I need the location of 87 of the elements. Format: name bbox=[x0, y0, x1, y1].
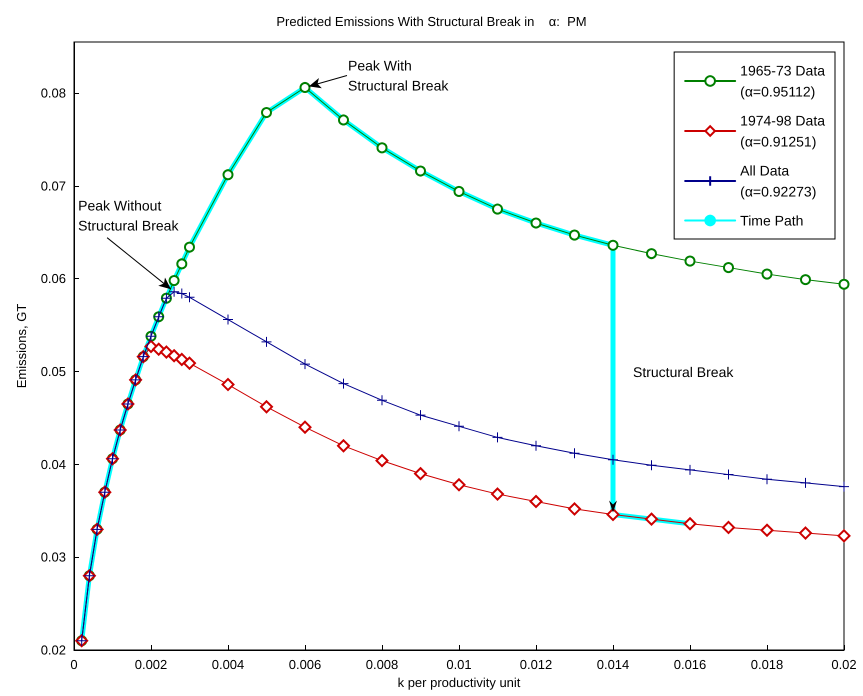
x-tick-label: 0.018 bbox=[750, 657, 784, 672]
point bbox=[176, 258, 188, 270]
point bbox=[454, 186, 464, 197]
point bbox=[762, 268, 772, 280]
point bbox=[376, 454, 388, 468]
chart-title: Predicted Emissions With Structural Break in α: PM bbox=[276, 14, 587, 29]
point bbox=[722, 520, 735, 534]
point bbox=[376, 394, 388, 406]
point bbox=[569, 448, 580, 459]
x-tick-label: 0.02 bbox=[831, 657, 857, 672]
point bbox=[300, 82, 310, 93]
point bbox=[646, 460, 657, 471]
x-tick-label: 0.01 bbox=[446, 657, 472, 672]
legend-label: All Data (α=0.92273) bbox=[740, 162, 816, 200]
point bbox=[492, 432, 503, 443]
y-tick-label: 0.07 bbox=[40, 178, 66, 194]
point bbox=[337, 439, 350, 452]
annotation: Peak With Structural Break bbox=[348, 57, 450, 94]
legend-label: 1974-98 Data (α=0.91251) bbox=[740, 112, 826, 150]
point bbox=[799, 526, 812, 540]
point bbox=[608, 240, 618, 251]
point bbox=[723, 262, 734, 274]
x-tick-label: 0.016 bbox=[674, 657, 706, 672]
point bbox=[222, 169, 234, 180]
x-tick-label: 0.012 bbox=[520, 657, 552, 672]
point bbox=[838, 481, 850, 492]
x-tick-label: 0.002 bbox=[134, 657, 168, 672]
point bbox=[684, 517, 696, 530]
annotation: Peak Without Structural Break bbox=[78, 198, 180, 234]
x-tick-label: 0.014 bbox=[596, 657, 630, 672]
point bbox=[452, 478, 466, 492]
annotation: Structural Break bbox=[633, 364, 734, 380]
point bbox=[376, 142, 388, 154]
x-tick-label: 0.006 bbox=[288, 657, 322, 672]
y-tick-label: 0.05 bbox=[40, 364, 66, 380]
point bbox=[160, 346, 173, 359]
y-tick-label: 0.06 bbox=[40, 271, 66, 286]
point bbox=[338, 378, 349, 390]
point bbox=[645, 512, 658, 526]
y-tick-label: 0.02 bbox=[40, 642, 66, 658]
point bbox=[260, 400, 273, 414]
point bbox=[492, 204, 503, 215]
x-axis-title: k per productivity unit bbox=[398, 674, 521, 690]
y-axis-title: Emissions, GT bbox=[14, 304, 29, 388]
x-tick-label: 0.008 bbox=[366, 657, 398, 672]
point bbox=[608, 454, 618, 466]
y-tick-label: 0.03 bbox=[40, 550, 66, 565]
point bbox=[762, 474, 772, 485]
point bbox=[338, 114, 349, 126]
point bbox=[838, 529, 850, 542]
point bbox=[261, 107, 272, 118]
point bbox=[415, 410, 426, 421]
point bbox=[723, 469, 734, 480]
point bbox=[454, 420, 464, 432]
legend-label: 1965-73 Data (α=0.95112) bbox=[740, 62, 826, 100]
point bbox=[168, 286, 180, 298]
point bbox=[222, 378, 234, 392]
point bbox=[184, 242, 195, 253]
y-tick-label: 0.08 bbox=[40, 86, 66, 101]
point bbox=[530, 494, 542, 508]
point bbox=[175, 352, 188, 366]
point bbox=[800, 477, 811, 488]
point bbox=[491, 488, 504, 501]
point bbox=[838, 278, 850, 290]
point bbox=[800, 274, 811, 286]
point bbox=[261, 336, 272, 348]
legend-label: Time Path bbox=[740, 212, 804, 228]
point bbox=[298, 420, 312, 434]
point bbox=[684, 256, 696, 267]
point bbox=[415, 166, 426, 177]
point bbox=[168, 275, 180, 286]
y-tick-label: 0.04 bbox=[40, 456, 66, 472]
point bbox=[569, 230, 580, 241]
x-tick-label: 0 bbox=[70, 657, 78, 672]
point bbox=[530, 218, 542, 229]
x-tick-label: 0.004 bbox=[212, 657, 244, 672]
point bbox=[530, 440, 542, 452]
point bbox=[646, 248, 657, 260]
point bbox=[684, 464, 696, 476]
point bbox=[183, 356, 196, 370]
point bbox=[568, 502, 581, 516]
point bbox=[760, 524, 774, 537]
point bbox=[168, 349, 181, 362]
point bbox=[222, 314, 234, 326]
point bbox=[300, 358, 310, 370]
point bbox=[606, 508, 620, 521]
point bbox=[414, 467, 427, 480]
